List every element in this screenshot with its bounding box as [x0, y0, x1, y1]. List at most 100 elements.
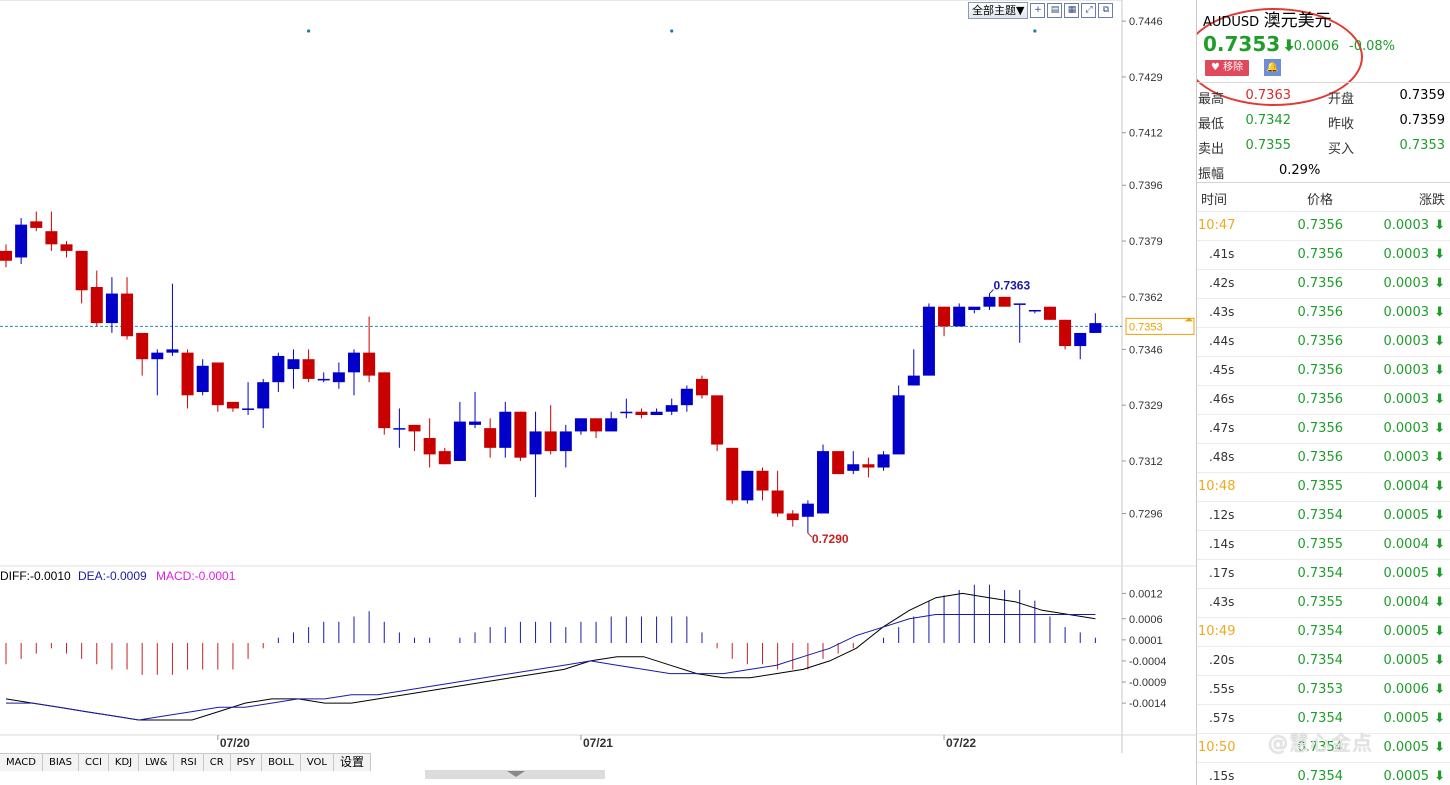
arrow-down-icon: ⬇: [1434, 537, 1445, 552]
scroll-down-arrow-icon[interactable]: [507, 771, 525, 777]
tick-row[interactable]: .43s 0.7355 0.0004 ⬇: [1197, 588, 1450, 617]
candle-body: [665, 405, 678, 412]
y-tick-label: 0.7312: [1129, 456, 1163, 468]
tick-price: 0.7356: [1297, 218, 1344, 233]
tab-bias[interactable]: BIAS: [42, 754, 79, 771]
y-tick-label: 0.7362: [1129, 292, 1163, 304]
tab-cr[interactable]: CR: [203, 754, 231, 771]
table-icon[interactable]: ▦: [1064, 3, 1080, 18]
tab-macd[interactable]: MACD: [0, 754, 43, 771]
remove-watchlist-button[interactable]: ♥ 移除: [1205, 60, 1249, 76]
macd-diff-line: [5, 592, 1096, 721]
stat-value: 0.7342: [1245, 113, 1292, 128]
tick-price: 0.7354: [1297, 711, 1344, 726]
arrow-down-icon: ⬇: [1434, 769, 1445, 784]
tick-time: .14s: [1209, 537, 1235, 551]
candle-body: [196, 365, 209, 393]
kline-chart-svg[interactable]: 0.7446 0.7429 0.7412 0.7396 0.7379 0.7362 0.73…: [0, 0, 1196, 785]
candle-body: [408, 424, 421, 432]
candle-body: [862, 464, 875, 468]
tick-change: 0.0003: [1383, 218, 1430, 233]
tick-row[interactable]: .48s 0.7356 0.0003 ⬇: [1197, 443, 1450, 472]
annotation-pointer: [989, 289, 994, 294]
tab-boll[interactable]: BOLL: [262, 754, 301, 771]
macd-y-tick-label: 0.0001: [1129, 635, 1163, 647]
tick-row[interactable]: 10:48 0.7355 0.0004 ⬇: [1197, 472, 1450, 501]
tick-time: .17s: [1209, 566, 1235, 580]
tick-change: 0.0005: [1383, 769, 1430, 784]
candle-body: [393, 428, 406, 430]
stat-row: 最低 0.7342 昨收 0.7359: [1197, 108, 1450, 133]
stat-value: 0.7359: [1399, 88, 1446, 103]
tick-price: 0.7354: [1297, 653, 1344, 668]
tick-row[interactable]: .15s 0.7354 0.0005 ⬇: [1197, 762, 1450, 785]
stat-label: 振幅: [1198, 167, 1225, 182]
tick-row[interactable]: .17s 0.7354 0.0005 ⬇: [1197, 559, 1450, 588]
tick-row[interactable]: .55s 0.7353 0.0006 ⬇: [1197, 675, 1450, 704]
tick-price: 0.7356: [1297, 421, 1344, 436]
tick-time: .20s: [1209, 653, 1235, 667]
candle-body: [287, 359, 300, 370]
tick-table[interactable]: 10:47 0.7356 0.0003 ⬇ .41s 0.7356 0.0003 ⬇ .42s 0…: [1197, 211, 1450, 785]
candle-body: [242, 408, 255, 410]
tick-change: 0.0004: [1383, 479, 1430, 494]
theme-dropdown[interactable]: 全部主题▼: [968, 2, 1029, 19]
tab-cci[interactable]: CCI: [78, 754, 109, 771]
tick-price: 0.7356: [1297, 392, 1344, 407]
stat-label: 最高: [1198, 92, 1225, 107]
arrow-down-icon: ⬇: [1434, 740, 1445, 755]
tick-price: 0.7353: [1297, 682, 1344, 697]
tick-row[interactable]: .46s 0.7356 0.0003 ⬇: [1197, 385, 1450, 414]
annotation-label: 0.7363: [993, 279, 1030, 293]
candle-body: [453, 421, 466, 461]
tick-price: 0.7354: [1297, 740, 1344, 755]
candle-body: [817, 451, 830, 514]
arrow-down-icon: ⬇: [1282, 36, 1296, 55]
tab-kdj[interactable]: KDJ: [108, 754, 140, 771]
candle-body: [347, 352, 360, 373]
y-tick-label: 0.7412: [1129, 128, 1163, 140]
tick-row[interactable]: 10:49 0.7354 0.0005 ⬇: [1197, 617, 1450, 646]
candle-body: [499, 411, 512, 448]
candle-body: [1089, 323, 1102, 333]
price-change: -0.0006: [1289, 39, 1340, 54]
tab-vol[interactable]: VOL: [300, 754, 334, 771]
quote-panel: AUDUSD 澳元美元 0.7353 ⬇ -0.0006 -0.08% ♥ 移除 …: [1196, 0, 1450, 785]
plus-icon[interactable]: +: [1030, 3, 1046, 18]
tick-row[interactable]: .12s 0.7354 0.0005 ⬇: [1197, 501, 1450, 530]
tick-price: 0.7356: [1297, 363, 1344, 378]
tick-row[interactable]: 10:47 0.7356 0.0003 ⬇: [1197, 211, 1450, 240]
candle-body: [484, 428, 497, 448]
tick-row[interactable]: .45s 0.7356 0.0003 ⬇: [1197, 356, 1450, 385]
layout-icon[interactable]: ▤: [1047, 3, 1063, 18]
tab-lw[interactable]: LW&: [139, 754, 175, 771]
tick-row[interactable]: .42s 0.7356 0.0003 ⬇: [1197, 269, 1450, 298]
tab-rsi[interactable]: RSI: [174, 754, 204, 771]
tab-settings[interactable]: 设置: [333, 754, 371, 771]
tick-time: .44s: [1209, 334, 1235, 348]
tick-row[interactable]: .20s 0.7354 0.0005 ⬇: [1197, 646, 1450, 675]
bell-icon[interactable]: 🔔: [1264, 59, 1281, 76]
x-tick-label: 07/22: [946, 736, 976, 750]
tick-row[interactable]: .14s 0.7355 0.0004 ⬇: [1197, 530, 1450, 559]
chart-toolbar: 全部主题▼ + ▤ ▦ ⤢ ⧉: [968, 2, 1114, 19]
tick-price: 0.7355: [1297, 595, 1344, 610]
tab-psy[interactable]: PSY: [230, 754, 263, 771]
candle-body: [317, 378, 330, 381]
stat-label: 买入: [1328, 142, 1355, 157]
tick-price: 0.7356: [1297, 334, 1344, 349]
tick-row[interactable]: 10:50 0.7354 0.0005 ⬇: [1197, 733, 1450, 762]
tick-row[interactable]: .44s 0.7356 0.0003 ⬇: [1197, 327, 1450, 356]
arrow-down-icon: ⬇: [1434, 247, 1445, 262]
tick-row[interactable]: .57s 0.7354 0.0005 ⬇: [1197, 704, 1450, 733]
up-arrow-icon: [1185, 317, 1193, 322]
candle-body: [438, 451, 451, 465]
expand-icon[interactable]: ⤢: [1081, 3, 1097, 18]
layers-icon[interactable]: ⧉: [1098, 3, 1114, 18]
tick-row[interactable]: .43s 0.7356 0.0003 ⬇: [1197, 298, 1450, 327]
tick-row[interactable]: .47s 0.7356 0.0003 ⬇: [1197, 414, 1450, 443]
arrow-down-icon: ⬇: [1434, 653, 1445, 668]
arrow-down-icon: ⬇: [1434, 595, 1445, 610]
kline-chart-area[interactable]: 0.7446 0.7429 0.7412 0.7396 0.7379 0.7362 0.73…: [0, 0, 1196, 785]
tick-row[interactable]: .41s 0.7356 0.0003 ⬇: [1197, 240, 1450, 269]
